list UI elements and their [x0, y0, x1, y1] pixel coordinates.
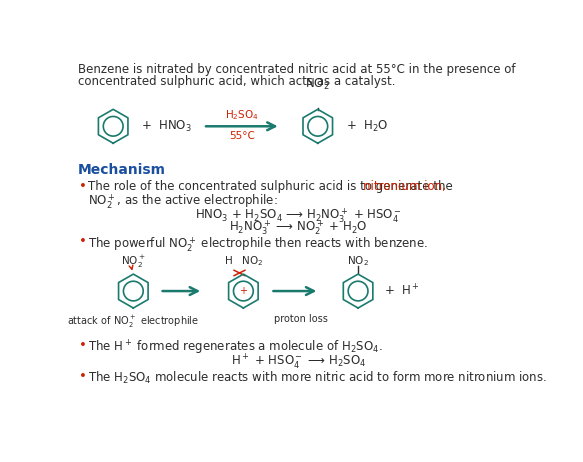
Text: NO$_2^+$, as the active electrophile:: NO$_2^+$, as the active electrophile:: [89, 193, 278, 211]
Text: 55°C: 55°C: [229, 131, 255, 141]
Text: proton loss: proton loss: [274, 314, 328, 324]
Text: concentrated sulphuric acid, which acts as a catalyst.: concentrated sulphuric acid, which acts …: [78, 75, 395, 88]
Text: •: •: [79, 235, 87, 248]
Text: +: +: [240, 286, 247, 296]
Text: •: •: [79, 180, 87, 193]
Text: H$_2$SO$_4$: H$_2$SO$_4$: [225, 108, 259, 122]
Text: +  HNO$_3$: + HNO$_3$: [141, 119, 192, 134]
Text: Mechanism: Mechanism: [78, 163, 166, 177]
Text: H$^+$ + HSO$_4^-$ ⟶ H$_2$SO$_4$: H$^+$ + HSO$_4^-$ ⟶ H$_2$SO$_4$: [231, 353, 366, 371]
Text: HNO$_3$ + H$_2$SO$_4$ ⟶ H$_2$NO$_3^+$ + HSO$_4^-$: HNO$_3$ + H$_2$SO$_4$ ⟶ H$_2$NO$_3^+$ + …: [195, 207, 402, 225]
Text: attack of NO$_2^+$ electrophile: attack of NO$_2^+$ electrophile: [67, 314, 199, 330]
Text: The role of the concentrated sulphuric acid is to generate the: The role of the concentrated sulphuric a…: [89, 180, 457, 193]
Text: nitronium ion,: nitronium ion,: [363, 180, 445, 193]
Text: +  H$_2$O: + H$_2$O: [346, 119, 389, 134]
Text: H   NO$_2$: H NO$_2$: [224, 254, 263, 268]
Text: The powerful NO$_2^+$ electrophile then reacts with benzene.: The powerful NO$_2^+$ electrophile then …: [89, 235, 429, 254]
Text: The H$_2$SO$_4$ molecule reacts with more nitric acid to form more nitronium ion: The H$_2$SO$_4$ molecule reacts with mor…: [89, 370, 547, 386]
Text: •: •: [79, 339, 87, 352]
Text: The H$^+$ formed regenerates a molecule of H$_2$SO$_4$.: The H$^+$ formed regenerates a molecule …: [89, 339, 383, 357]
Text: +  H$^+$: + H$^+$: [384, 283, 420, 299]
Text: NO$_2$: NO$_2$: [305, 77, 330, 92]
Text: H$_2$NO$_3^+$ ⟶ NO$_2^+$ + H$_2$O: H$_2$NO$_3^+$ ⟶ NO$_2^+$ + H$_2$O: [229, 219, 368, 237]
Text: Benzene is nitrated by concentrated nitric acid at 55°C in the presence of: Benzene is nitrated by concentrated nitr…: [78, 63, 515, 76]
Text: •: •: [79, 370, 87, 383]
Text: NO$_2$: NO$_2$: [347, 254, 369, 268]
Text: NO$_2^+$: NO$_2^+$: [121, 254, 146, 270]
